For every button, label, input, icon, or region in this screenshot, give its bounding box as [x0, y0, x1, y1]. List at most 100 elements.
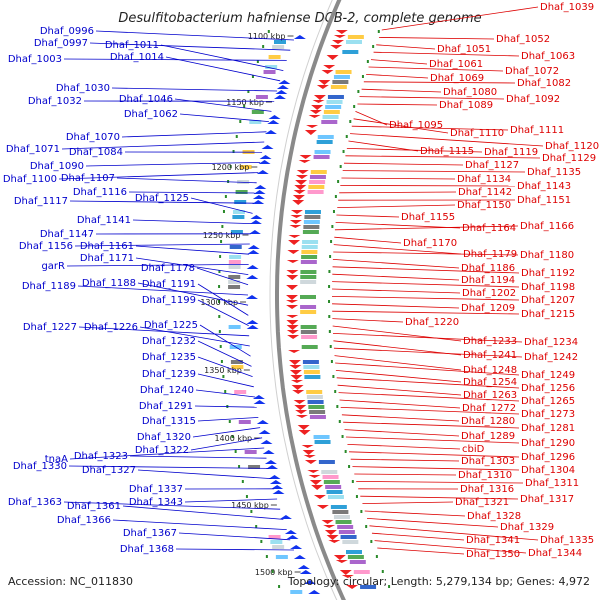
gene-label-left[interactable]: Dhaf_1046	[119, 94, 173, 105]
gene-label-right[interactable]: Dhaf_1051	[437, 44, 491, 55]
gene-label-left[interactable]: Dhaf_1003	[8, 54, 62, 65]
gene-label-left[interactable]: Dhaf_1322	[135, 445, 189, 456]
gene-label-right[interactable]: Dhaf_1281	[521, 423, 575, 434]
gene-label-right[interactable]: Dhaf_1063	[521, 51, 575, 62]
gene-label-right[interactable]: Dhaf_1316	[460, 484, 514, 495]
gene-label-left[interactable]: Dhaf_1232	[142, 336, 196, 347]
gene-label-left[interactable]: Dhaf_1189	[22, 281, 76, 292]
gene-label-left[interactable]: Dhaf_1030	[56, 83, 110, 94]
gene-label-right[interactable]: Dhaf_1142	[458, 187, 512, 198]
gene-label-left[interactable]: Dhaf_1315	[142, 416, 196, 427]
gene-label-left[interactable]: garR	[41, 261, 65, 272]
gene-label-right[interactable]: Dhaf_1202	[462, 288, 516, 299]
gene-label-right[interactable]: Dhaf_1194	[461, 275, 515, 286]
gene-label-left[interactable]: Dhaf_1116	[73, 187, 127, 198]
gene-label-right[interactable]: Dhaf_1089	[439, 100, 493, 111]
gene-label-right[interactable]: Dhaf_1095	[389, 120, 443, 131]
gene-label-right[interactable]: Dhaf_1134	[457, 174, 511, 185]
gene-label-left[interactable]: Dhaf_1226	[84, 322, 138, 333]
gene-label-right[interactable]: Dhaf_1166	[520, 221, 574, 232]
gene-label-left[interactable]: Dhaf_1320	[137, 432, 191, 443]
gene-label-right[interactable]: Dhaf_1135	[527, 167, 581, 178]
gene-label-left[interactable]: Dhaf_1161	[80, 241, 134, 252]
gene-label-left[interactable]: Dhaf_1327	[82, 465, 136, 476]
gene-label-left[interactable]: Dhaf_1225	[144, 320, 198, 331]
gene-label-left[interactable]: Dhaf_1367	[123, 528, 177, 539]
gene-label-right[interactable]: Dhaf_1120	[545, 141, 599, 152]
gene-label-right[interactable]: Dhaf_1289	[461, 431, 515, 442]
gene-label-left[interactable]: Dhaf_1014	[110, 52, 164, 63]
gene-label-right[interactable]: Dhaf_1198	[521, 282, 575, 293]
gene-label-right[interactable]: Dhaf_1110	[450, 128, 504, 139]
gene-label-left[interactable]: Dhaf_1361	[67, 501, 121, 512]
gene-label-right[interactable]: Dhaf_1249	[521, 370, 575, 381]
gene-label-right[interactable]: Dhaf_1072	[505, 66, 559, 77]
gene-label-left[interactable]: tnaA	[45, 454, 68, 465]
gene-label-right[interactable]: Dhaf_1317	[520, 494, 574, 505]
gene-label-left[interactable]: Dhaf_1323	[74, 451, 128, 462]
gene-label-left[interactable]: Dhaf_1291	[139, 401, 193, 412]
gene-label-left[interactable]: Dhaf_1343	[129, 497, 183, 508]
gene-label-right[interactable]: Dhaf_1272	[462, 403, 516, 414]
gene-label-left[interactable]: Dhaf_1171	[80, 253, 134, 264]
gene-label-left[interactable]: Dhaf_1062	[124, 109, 178, 120]
gene-label-right[interactable]: Dhaf_1341	[466, 535, 520, 546]
gene-label-right[interactable]: Dhaf_1280	[461, 416, 515, 427]
gene-label-right[interactable]: Dhaf_1143	[517, 181, 571, 192]
gene-label-left[interactable]: Dhaf_1227	[23, 322, 77, 333]
gene-label-right[interactable]: Dhaf_1039	[540, 2, 594, 13]
gene-label-left[interactable]: Dhaf_1366	[57, 515, 111, 526]
gene-label-right[interactable]: Dhaf_1082	[517, 78, 571, 89]
gene-label-left[interactable]: Dhaf_1199	[142, 295, 196, 306]
gene-label-right[interactable]: Dhaf_1215	[521, 309, 575, 320]
gene-label-left[interactable]: Dhaf_0996	[40, 26, 94, 37]
gene-label-right[interactable]: Dhaf_1052	[496, 34, 550, 45]
gene-label-right[interactable]: Dhaf_1335	[540, 535, 594, 546]
gene-label-left[interactable]: Dhaf_1141	[77, 215, 131, 226]
gene-label-right[interactable]: Dhaf_1254	[463, 377, 517, 388]
gene-label-left[interactable]: Dhaf_1084	[69, 147, 123, 158]
gene-label-right[interactable]: Dhaf_1329	[500, 522, 554, 533]
gene-label-right[interactable]: Dhaf_1321	[455, 497, 509, 508]
gene-label-right[interactable]: Dhaf_1164	[462, 223, 516, 234]
gene-label-right[interactable]: Dhaf_1310	[458, 470, 512, 481]
gene-label-right[interactable]: Dhaf_1220	[405, 317, 459, 328]
gene-label-left[interactable]: Dhaf_1191	[142, 279, 196, 290]
gene-label-right[interactable]: Dhaf_1263	[463, 390, 517, 401]
gene-label-right[interactable]: Dhaf_1155	[401, 212, 455, 223]
gene-label-right[interactable]: Dhaf_1180	[520, 250, 574, 261]
gene-label-left[interactable]: Dhaf_1239	[142, 369, 196, 380]
gene-label-right[interactable]: Dhaf_1248	[463, 365, 517, 376]
gene-label-left[interactable]: Dhaf_1107	[61, 173, 115, 184]
gene-label-right[interactable]: Dhaf_1207	[521, 295, 575, 306]
gene-label-right[interactable]: Dhaf_1290	[521, 438, 575, 449]
gene-label-right[interactable]: Dhaf_1170	[403, 238, 457, 249]
gene-label-left[interactable]: Dhaf_1100	[3, 174, 57, 185]
gene-label-right[interactable]: Dhaf_1080	[443, 87, 497, 98]
gene-label-left[interactable]: Dhaf_1117	[14, 196, 68, 207]
gene-label-right[interactable]: Dhaf_1127	[465, 160, 519, 171]
gene-label-left[interactable]: Dhaf_1337	[129, 484, 183, 495]
gene-label-right[interactable]: Dhaf_1256	[521, 383, 575, 394]
gene-label-right[interactable]: Dhaf_1129	[542, 153, 596, 164]
gene-label-left[interactable]: Dhaf_1071	[6, 144, 60, 155]
gene-label-left[interactable]: Dhaf_0997	[34, 38, 88, 49]
gene-label-right[interactable]: Dhaf_1303	[461, 456, 515, 467]
gene-label-right[interactable]: cbiD	[462, 444, 485, 455]
gene-label-left[interactable]: Dhaf_1090	[30, 161, 84, 172]
gene-label-right[interactable]: Dhaf_1328	[467, 511, 521, 522]
gene-label-left[interactable]: Dhaf_1156	[19, 241, 73, 252]
gene-label-left[interactable]: Dhaf_1070	[66, 132, 120, 143]
gene-label-right[interactable]: Dhaf_1119	[484, 147, 538, 158]
gene-label-left[interactable]: Dhaf_1125	[135, 193, 189, 204]
gene-label-right[interactable]: Dhaf_1233	[463, 336, 517, 347]
gene-label-right[interactable]: Dhaf_1350	[466, 549, 520, 560]
gene-label-right[interactable]: Dhaf_1069	[430, 73, 484, 84]
gene-label-left[interactable]: Dhaf_1330	[13, 461, 67, 472]
gene-label-right[interactable]: Dhaf_1115	[420, 146, 474, 157]
gene-label-left[interactable]: Dhaf_1368	[120, 544, 174, 555]
gene-label-right[interactable]: Dhaf_1111	[510, 125, 564, 136]
gene-label-left[interactable]: Dhaf_1011	[105, 40, 159, 51]
gene-label-right[interactable]: Dhaf_1241	[463, 350, 517, 361]
gene-label-left[interactable]: Dhaf_1188	[82, 278, 136, 289]
